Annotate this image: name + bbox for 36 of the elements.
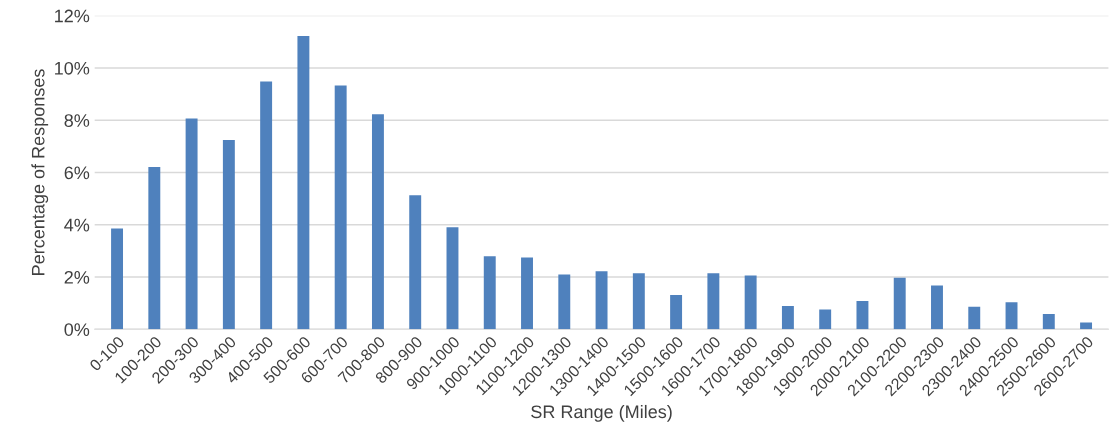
bar — [744, 275, 757, 330]
bar — [931, 285, 943, 330]
bar — [1080, 322, 1093, 330]
y-tick-label: 0% — [64, 323, 90, 336]
bar — [409, 195, 422, 330]
bar — [595, 271, 608, 330]
bar — [521, 257, 533, 330]
x-axis-title: SR Range (Miles) — [531, 404, 672, 422]
bar — [483, 256, 496, 330]
y-tick-label: 10% — [55, 61, 90, 75]
bar — [968, 306, 981, 330]
y-tick-label: 4% — [64, 218, 90, 232]
bar — [558, 274, 571, 330]
y-tick-label: 12% — [55, 9, 90, 23]
bar — [819, 309, 832, 330]
y-tick-label: 2% — [64, 270, 90, 284]
bar — [371, 114, 384, 330]
bar — [297, 36, 310, 330]
y-tick-label: 6% — [64, 166, 90, 180]
bar — [707, 273, 720, 330]
bar — [111, 228, 124, 330]
bar — [1005, 302, 1018, 330]
y-tick-label: 8% — [64, 114, 90, 127]
bar — [334, 85, 347, 330]
bar — [446, 227, 459, 330]
bar — [893, 277, 906, 330]
bar — [856, 301, 869, 330]
bar — [1042, 314, 1055, 330]
bar — [222, 140, 235, 330]
bar — [632, 273, 645, 330]
bar — [260, 81, 273, 330]
bar — [670, 295, 683, 330]
bar — [148, 166, 161, 330]
bar — [781, 306, 794, 330]
y-axis-title: Percentage of Responses — [31, 69, 49, 275]
bar — [185, 118, 198, 330]
